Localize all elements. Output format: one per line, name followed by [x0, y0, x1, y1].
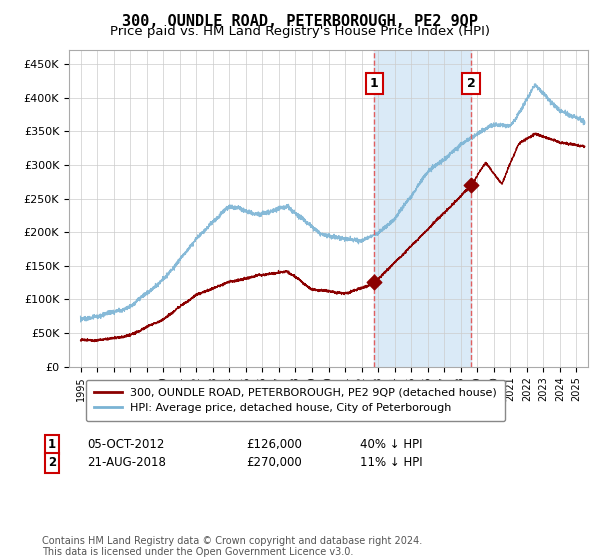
Text: Price paid vs. HM Land Registry's House Price Index (HPI): Price paid vs. HM Land Registry's House …	[110, 25, 490, 38]
Text: 40% ↓ HPI: 40% ↓ HPI	[360, 438, 422, 451]
Text: 300, OUNDLE ROAD, PETERBOROUGH, PE2 9QP: 300, OUNDLE ROAD, PETERBOROUGH, PE2 9QP	[122, 14, 478, 29]
Text: 11% ↓ HPI: 11% ↓ HPI	[360, 456, 422, 469]
Text: 2: 2	[48, 456, 56, 469]
Text: 2: 2	[467, 77, 476, 90]
Text: 1: 1	[370, 77, 379, 90]
Text: 1: 1	[48, 438, 56, 451]
Text: 21-AUG-2018: 21-AUG-2018	[87, 456, 166, 469]
Legend: 300, OUNDLE ROAD, PETERBOROUGH, PE2 9QP (detached house), HPI: Average price, de: 300, OUNDLE ROAD, PETERBOROUGH, PE2 9QP …	[86, 380, 505, 421]
Point	[466, 180, 476, 189]
Text: £270,000: £270,000	[246, 456, 302, 469]
Point	[370, 278, 379, 287]
Text: Contains HM Land Registry data © Crown copyright and database right 2024.
This d: Contains HM Land Registry data © Crown c…	[42, 535, 422, 557]
Text: 05-OCT-2012: 05-OCT-2012	[87, 438, 164, 451]
Text: £126,000: £126,000	[246, 438, 302, 451]
Bar	[374, 50, 471, 367]
